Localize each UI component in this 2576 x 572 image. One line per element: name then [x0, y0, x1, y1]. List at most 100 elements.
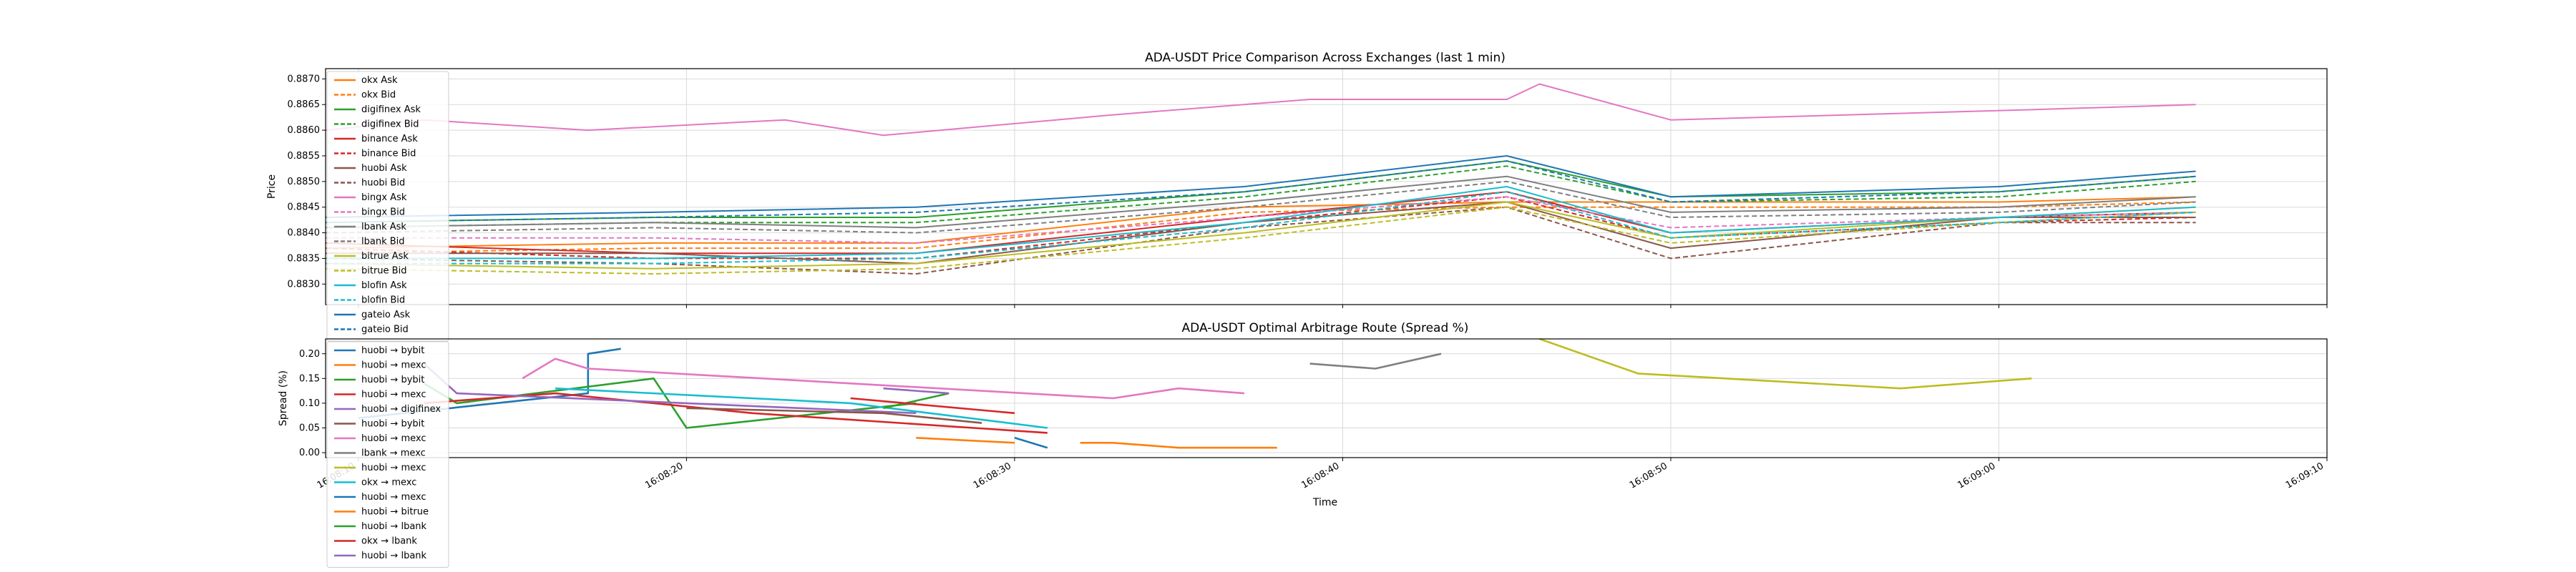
y-tick-label: 0.8830 — [288, 279, 321, 290]
legend-entry-label: blofin Bid — [361, 295, 405, 306]
y-tick-label: 0.8840 — [288, 228, 321, 239]
legend-entry-label: huobi → lbank — [361, 521, 427, 532]
legend-entry-label: huobi → bitrue — [361, 507, 429, 518]
legend-entry-label: huobi Bid — [361, 178, 405, 189]
x-tick-label: 16:08:20 — [643, 460, 685, 490]
series-line — [883, 392, 950, 410]
series-line — [326, 196, 2196, 244]
legend-entry-label: gateio Ask — [361, 310, 411, 320]
legend-entry-label: huobi → bybit — [361, 419, 424, 430]
legend-entry-label: okx Bid — [361, 90, 396, 101]
legend-entry-label: lbank → mexc — [361, 448, 426, 459]
legend-entry-label: blofin Ask — [361, 280, 407, 291]
legend-entry-label: huobi → mexc — [361, 390, 426, 400]
series-line — [686, 407, 982, 424]
legend-entry-label: huobi → lbank — [361, 551, 427, 561]
legend-frame — [326, 341, 449, 568]
price-series-lines — [325, 83, 2196, 275]
price-legend: okx Ask okx Bid digifinex Ask digifinex Bid… — [326, 71, 449, 342]
legend-entry-label: lbank Bid — [361, 237, 405, 247]
legend-entry-label: binance Ask — [361, 134, 418, 144]
series-line — [325, 175, 2196, 229]
x-tick-label: 16:08:30 — [972, 460, 1013, 490]
series-line — [555, 387, 1048, 429]
legend-entry-label: huobi → bybit — [361, 375, 424, 385]
y-tick-label: 0.8850 — [288, 177, 321, 187]
series-line — [1309, 352, 1442, 370]
price-comparison-chart: ADA-USDT Price Comparison Across Exchang… — [266, 51, 2328, 342]
legend-entry-label: binance Bid — [361, 149, 416, 159]
series-line — [326, 201, 2196, 265]
series-line — [325, 155, 2196, 218]
series-line — [1080, 441, 1277, 449]
y-tick-label: 0.8865 — [288, 99, 321, 110]
y-tick-label: 0.8855 — [288, 151, 321, 162]
spread-x-axis-label: Time — [1312, 497, 1337, 508]
legend-entry-label: bingx Bid — [361, 207, 405, 218]
series-line — [325, 160, 2196, 224]
y-tick-label: 0.00 — [299, 448, 320, 458]
legend-entry-label: huobi → mexc — [361, 463, 426, 473]
legend-entry-label: digifinex Bid — [361, 119, 419, 130]
series-line — [916, 437, 1015, 444]
y-tick-label: 0.8870 — [288, 74, 321, 84]
legend-entry-label: okx → lbank — [361, 536, 417, 547]
series-line — [1014, 437, 1048, 449]
series-line — [325, 201, 2196, 270]
x-tick-label: 16:08:40 — [1299, 460, 1341, 490]
legend-entry-label: huobi → mexc — [361, 360, 426, 371]
y-tick-label: 0.20 — [299, 349, 320, 360]
spread-chart-title: ADA-USDT Optimal Arbitrage Route (Spread… — [1182, 321, 1469, 335]
price-chart-title: ADA-USDT Price Comparison Across Exchang… — [1145, 51, 1506, 65]
legend-entry-label: huobi → bybit — [361, 345, 424, 356]
x-tick-label: 16:08:50 — [1628, 460, 1669, 490]
series-line — [325, 83, 2196, 137]
y-tick-label: 0.05 — [299, 423, 320, 434]
price-y-axis-label: Price — [266, 174, 278, 199]
series-line — [850, 397, 1015, 415]
series-line — [522, 358, 1244, 400]
series-line — [325, 206, 2196, 275]
spread-legend: huobi → bybit huobi → mexc huobi → bybit hu… — [326, 341, 449, 568]
arbitrage-spread-chart: ADA-USDT Optimal Arbitrage Route (Spread… — [278, 321, 2328, 568]
series-line — [424, 392, 1048, 434]
spread-plot-frame — [325, 338, 2328, 458]
y-tick-label: 0.10 — [299, 398, 320, 409]
price-x-axis-ticks — [358, 305, 2328, 308]
series-line — [883, 387, 950, 395]
series-line — [325, 206, 2196, 275]
legend-entry-label: huobi Ask — [361, 163, 407, 174]
y-tick-label: 0.8835 — [288, 253, 321, 264]
series-line — [358, 347, 621, 419]
price-y-axis-ticks: 0.8830 0.8835 0.8840 0.8845 0.8850 0.8855 0.88… — [288, 74, 326, 290]
series-line — [326, 191, 2196, 265]
legend-entry-label: huobi → mexc — [361, 492, 426, 503]
legend-entry-label: huobi → digifinex — [361, 404, 441, 415]
legend-entry-label: huobi → mexc — [361, 433, 426, 444]
legend-entry-label: digifinex Ask — [361, 104, 421, 115]
spread-series-lines — [358, 337, 2032, 449]
legend-entry-label: bitrue Ask — [361, 251, 409, 262]
series-line — [325, 201, 2196, 255]
series-line — [325, 196, 2196, 260]
legend-entry-label: lbank Ask — [361, 222, 406, 232]
y-tick-label: 0.8860 — [288, 125, 321, 136]
price-plot-frame — [325, 68, 2328, 305]
series-line — [325, 180, 2196, 234]
legend-entry-label: bitrue Bid — [361, 266, 406, 277]
y-tick-label: 0.15 — [299, 373, 320, 384]
series-line — [1539, 337, 2032, 390]
legend-entry-label: okx Ask — [361, 75, 398, 86]
legend-entry-label: gateio Bid — [361, 325, 409, 335]
spread-gridlines — [326, 339, 2328, 458]
y-tick-label: 0.8845 — [288, 202, 321, 213]
spread-y-axis-ticks: 0.00 0.05 0.10 0.15 0.20 — [299, 349, 326, 458]
legend-frame — [326, 71, 449, 342]
spread-y-axis-label: Spread (%) — [278, 370, 289, 426]
series-line — [326, 186, 2196, 260]
x-tick-label: 16:09:10 — [2284, 460, 2326, 490]
x-tick-label: 16:09:00 — [1956, 460, 1997, 490]
spread-x-axis-ticks: 16:08:1016:08:2016:08:3016:08:4016:08:50… — [316, 458, 2328, 491]
series-line — [325, 165, 2196, 229]
